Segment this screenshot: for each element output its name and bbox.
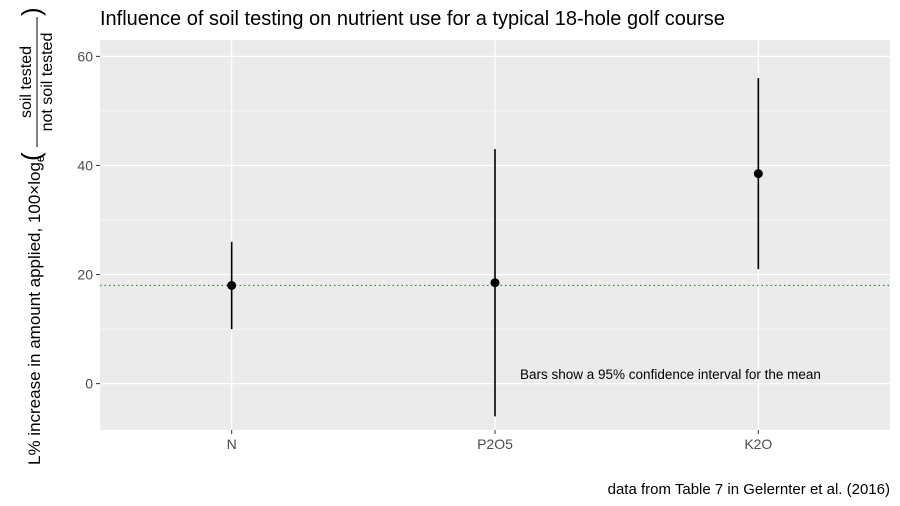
y-tick-label: 20: [77, 267, 93, 283]
caption: data from Table 7 in Gelernter et al. (2…: [608, 481, 890, 498]
x-tick-label: N: [227, 436, 237, 452]
point-K2O: [753, 169, 763, 179]
data-points: [227, 169, 763, 290]
x-tick-label: K2O: [744, 436, 772, 452]
y-tick-label: 40: [77, 157, 93, 173]
y-axis-label: L% increase in amount applied, 100×loge …: [16, 7, 56, 465]
chart-title: Influence of soil testing on nutrient us…: [100, 8, 725, 30]
y-axis-label-main: L% increase in amount applied, 100×loge: [25, 155, 47, 465]
annotation: Bars show a 95% confidence interval for …: [520, 367, 821, 382]
y-axis-label-right-paren: ): [16, 7, 46, 16]
y-axis: 0 20 40 60: [77, 48, 100, 392]
y-axis-label-denominator: not soil tested: [39, 33, 56, 132]
point-P2O5: [490, 278, 500, 288]
y-tick-label: 0: [85, 376, 93, 392]
y-axis-label-numerator: soil tested: [18, 46, 35, 118]
y-axis-label-left-paren: (: [16, 152, 46, 161]
x-axis: N P2O5 K2O: [227, 430, 772, 452]
x-tick-label: P2O5: [477, 436, 513, 452]
point-N: [227, 280, 237, 290]
y-tick-label: 60: [77, 48, 93, 64]
